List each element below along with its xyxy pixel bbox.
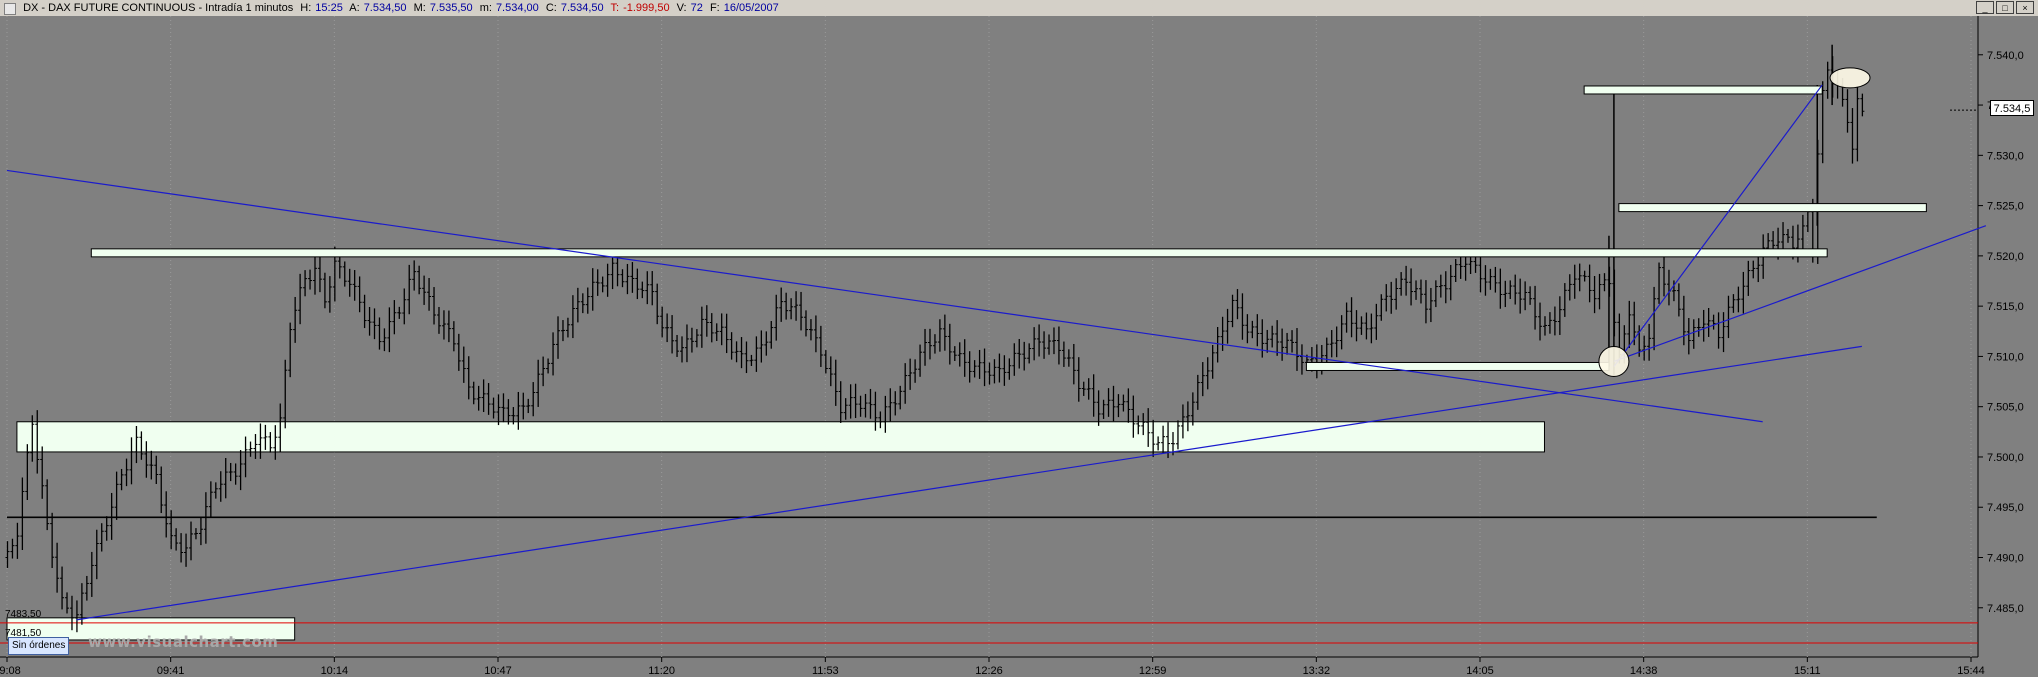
x-tick-label: 11:20 bbox=[648, 665, 675, 677]
x-tick-label: 14:05 bbox=[1466, 665, 1494, 677]
y-tick-label: 7.490,0 bbox=[1987, 553, 2024, 565]
mid-zone-box bbox=[1618, 203, 1927, 213]
chart-window-icon bbox=[4, 3, 16, 15]
watermark: www.visualchart.com bbox=[88, 633, 279, 651]
x-tick-label: 12:26 bbox=[975, 665, 1003, 677]
y-tick-label: 7.530,0 bbox=[1987, 150, 2024, 162]
trend-line bbox=[6, 169, 1763, 423]
close-value: 7.534,50 bbox=[560, 2, 604, 14]
orders-status-chip[interactable]: Sin órdenes bbox=[8, 637, 70, 655]
volume-value: 72 bbox=[690, 2, 703, 14]
start-zone-box bbox=[6, 617, 296, 641]
date-value: 16/05/2007 bbox=[723, 2, 779, 14]
trend-line bbox=[76, 345, 1862, 621]
x-tick-label: 13:32 bbox=[1303, 665, 1331, 677]
x-tick-label: 11:53 bbox=[812, 665, 839, 677]
current-price-tag: 7.534,5 bbox=[1990, 100, 2034, 116]
y-tick-label: 7.485,0 bbox=[1987, 603, 2024, 615]
hour-label: H: bbox=[300, 2, 312, 14]
change-label: T: bbox=[610, 2, 620, 14]
resistance-zone-box bbox=[90, 248, 1828, 258]
max-label: M: bbox=[413, 2, 426, 14]
min-value: 7.534,00 bbox=[495, 2, 539, 14]
x-tick-label: 15:11 bbox=[1794, 665, 1821, 677]
hour-value: 15:25 bbox=[315, 2, 343, 14]
volume-label: V: bbox=[676, 2, 687, 14]
x-tick-label: 10:47 bbox=[484, 665, 512, 677]
min-label: m: bbox=[479, 2, 492, 14]
high-zone-box bbox=[1583, 85, 1823, 95]
y-tick-label: 7.505,0 bbox=[1987, 402, 2024, 414]
y-tick-label: 7.540,0 bbox=[1987, 50, 2024, 62]
y-tick-label: 7.520,0 bbox=[1987, 251, 2024, 263]
low-zone-box bbox=[1305, 361, 1610, 371]
x-tick-label: 14:38 bbox=[1630, 665, 1658, 677]
x-tick-label: 10:14 bbox=[321, 665, 349, 677]
price-chart[interactable]: 7.485,0 7.490,0 7.495,0 7.500,0 7.505,0 7.510… bbox=[0, 16, 2038, 677]
close-label: C: bbox=[545, 2, 557, 14]
y-tick-label: 7.515,0 bbox=[1987, 301, 2024, 313]
x-tick-label: 15:44 bbox=[1957, 665, 1985, 677]
price-axis-panel bbox=[1978, 16, 2038, 677]
y-tick-label: 7.495,0 bbox=[1987, 502, 2024, 514]
change-value: -1.999,50 bbox=[623, 2, 670, 14]
x-tick-label: 12:59 bbox=[1139, 665, 1167, 677]
x-tick-label: 09:41 bbox=[157, 665, 185, 677]
max-value: 7.535,50 bbox=[429, 2, 473, 14]
marker-circle bbox=[1598, 345, 1630, 377]
trend-line bbox=[1613, 225, 1987, 363]
minimize-button[interactable]: _ bbox=[1976, 1, 1994, 14]
y-tick-label: 7.525,0 bbox=[1987, 201, 2024, 213]
y-tick-label: 7.510,0 bbox=[1987, 351, 2024, 363]
close-button[interactable]: × bbox=[2016, 1, 2034, 14]
maximize-button[interactable]: □ bbox=[1996, 1, 2014, 14]
y-tick-label: 7.500,0 bbox=[1987, 452, 2024, 464]
level-label-lower: 7481,50 bbox=[5, 628, 42, 639]
marker-ellipse bbox=[1829, 67, 1871, 89]
open-label: A: bbox=[349, 2, 360, 14]
window-controls: _ □ × bbox=[1976, 1, 2034, 14]
symbol-title: DX - DAX FUTURE CONTINUOUS - Intradía 1 … bbox=[23, 2, 294, 14]
trend-line bbox=[1613, 84, 1823, 367]
x-tick-label: 09:08 bbox=[0, 665, 21, 677]
open-value: 7.534,50 bbox=[363, 2, 407, 14]
date-label: F: bbox=[709, 2, 720, 14]
support-zone-box bbox=[16, 421, 1545, 453]
title-bar[interactable]: DX - DAX FUTURE CONTINUOUS - Intradía 1 … bbox=[0, 0, 2038, 17]
level-label-upper: 7483,50 bbox=[5, 609, 42, 620]
